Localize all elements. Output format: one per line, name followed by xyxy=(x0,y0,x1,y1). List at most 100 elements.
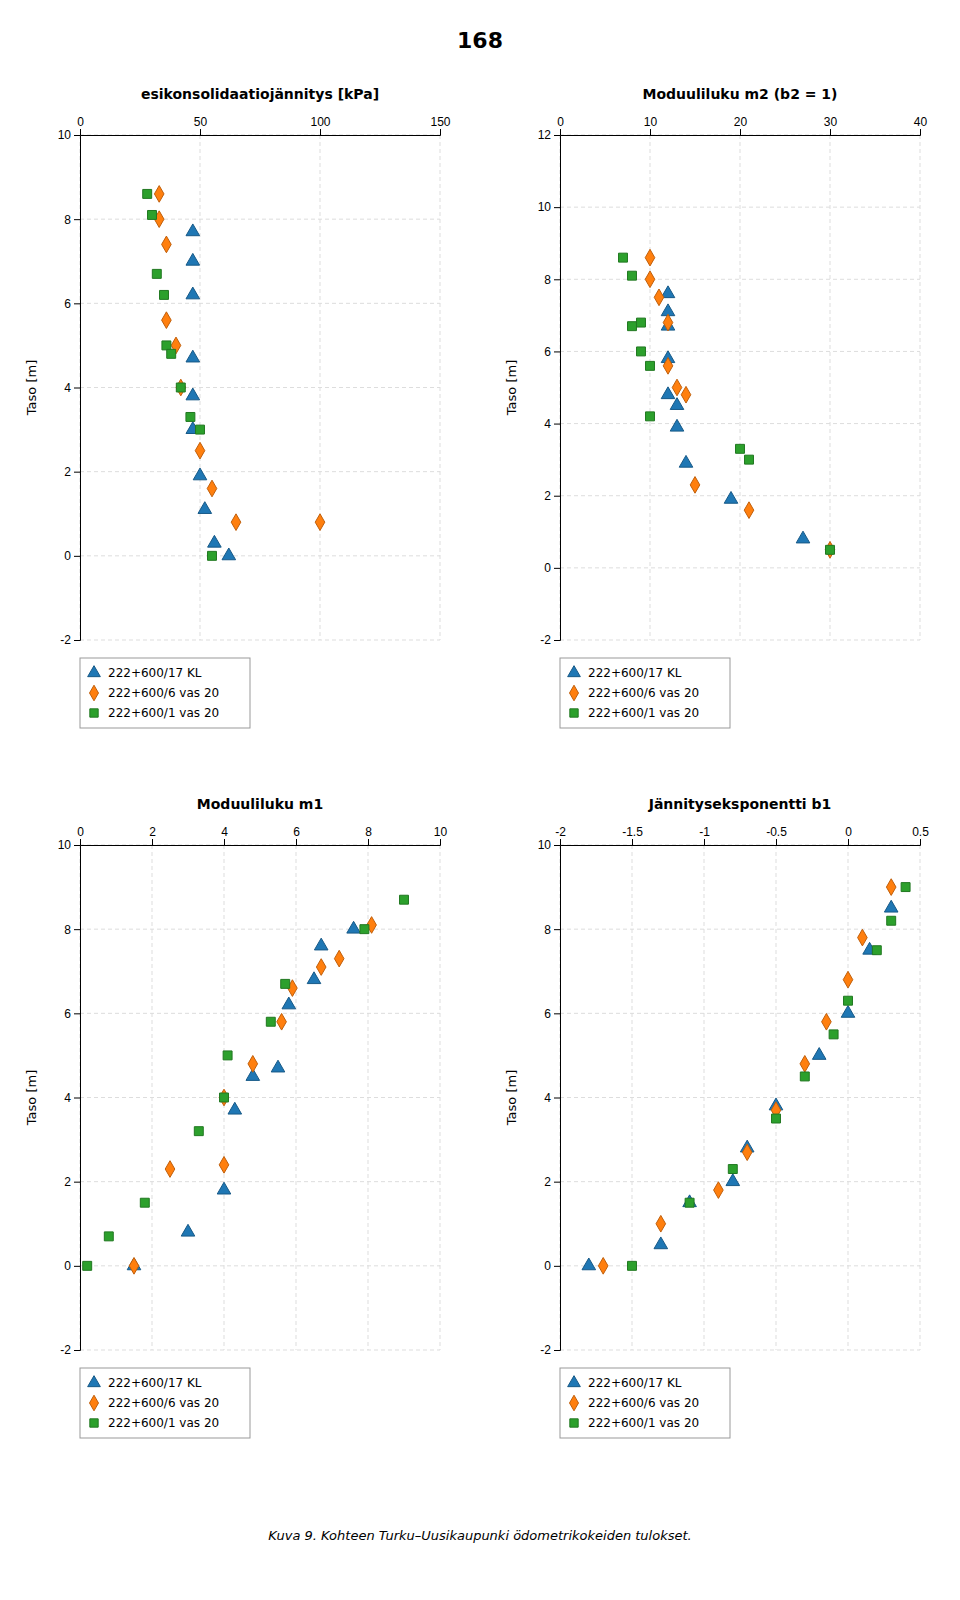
point xyxy=(186,388,200,400)
point xyxy=(726,1174,740,1186)
x-tick-mark xyxy=(440,129,441,135)
grid-line-y xyxy=(560,279,920,280)
point xyxy=(796,531,810,543)
y-tick-mark xyxy=(74,472,80,473)
series xyxy=(582,900,898,1269)
x-tick: 30 xyxy=(824,115,838,135)
grid-line-x xyxy=(740,135,741,640)
point xyxy=(901,883,910,892)
point xyxy=(663,358,673,375)
legend-label: 222+600/6 vas 20 xyxy=(588,686,699,700)
point xyxy=(670,419,684,431)
x-tick: -2 xyxy=(555,825,566,845)
y-tick: 6 xyxy=(544,345,560,359)
y-tick-mark xyxy=(74,929,80,930)
point xyxy=(714,1182,724,1199)
y-tick-mark xyxy=(554,1098,560,1099)
grid xyxy=(560,135,920,640)
y-tick-label: 4 xyxy=(64,381,71,395)
y-axis: -20246810 xyxy=(58,838,81,1357)
point xyxy=(152,269,161,278)
point xyxy=(162,312,172,329)
legend-label: 222+600/17 KL xyxy=(108,666,202,680)
y-axis-title: Taso [m] xyxy=(504,360,519,416)
y-tick: -2 xyxy=(60,1343,80,1357)
y-tick: 2 xyxy=(544,1175,560,1189)
series xyxy=(129,917,376,1275)
legend-label: 222+600/1 vas 20 xyxy=(588,1416,699,1430)
point xyxy=(670,398,684,410)
legend-label: 222+600/1 vas 20 xyxy=(108,1416,219,1430)
x-tick-mark xyxy=(920,839,921,845)
series xyxy=(186,224,236,560)
point xyxy=(800,1056,810,1073)
x-tick: 150 xyxy=(430,115,450,135)
y-tick-label: 6 xyxy=(64,1007,71,1021)
x-tick: 0 xyxy=(557,115,564,135)
y-tick: 8 xyxy=(64,923,80,937)
point xyxy=(248,1056,258,1073)
y-tick-mark xyxy=(74,556,80,557)
x-tick-label: 0 xyxy=(845,825,852,839)
legend-item: 222+600/6 vas 20 xyxy=(570,685,700,701)
x-tick: 10 xyxy=(434,825,448,845)
y-tick-label: 4 xyxy=(64,1091,71,1105)
x-tick-mark xyxy=(152,839,153,845)
y-tick-label: 4 xyxy=(544,417,551,431)
point xyxy=(162,236,172,253)
chart-title: Moduuliluku m1 xyxy=(197,796,323,812)
x-tick-mark xyxy=(848,839,849,845)
point xyxy=(207,480,217,497)
legend-item: 222+600/17 KL xyxy=(568,666,682,681)
y-tick-label: -2 xyxy=(540,633,551,647)
grid-line-y xyxy=(80,303,440,304)
y-tick-mark xyxy=(554,1266,560,1267)
y-tick-label: 12 xyxy=(538,128,552,142)
series xyxy=(619,253,835,554)
point xyxy=(619,253,628,262)
point xyxy=(663,314,673,331)
y-tick: 0 xyxy=(544,561,560,575)
y-tick: 4 xyxy=(544,417,560,431)
series xyxy=(83,895,409,1270)
point xyxy=(160,290,169,299)
x-tick-label: 2 xyxy=(149,825,156,839)
point xyxy=(656,1215,666,1232)
point xyxy=(314,938,328,950)
legend-label: 222+600/6 vas 20 xyxy=(108,686,219,700)
x-axis: 010203040 xyxy=(557,115,927,136)
point xyxy=(400,895,409,904)
x-tick-label: 40 xyxy=(914,115,928,129)
point xyxy=(646,412,655,421)
point xyxy=(176,379,186,396)
x-tick-mark xyxy=(704,839,705,845)
y-tick: 6 xyxy=(64,297,80,311)
y-tick-mark xyxy=(554,568,560,569)
x-tick-mark xyxy=(650,129,651,135)
grid-line-y xyxy=(80,640,440,641)
point xyxy=(654,1237,668,1249)
y-axis-line xyxy=(554,136,561,641)
point xyxy=(198,502,212,514)
legend-label: 222+600/1 vas 20 xyxy=(588,706,699,720)
grid xyxy=(80,845,440,1350)
x-axis-line xyxy=(561,129,921,136)
grid-line-y xyxy=(560,1350,920,1351)
grid-line-y xyxy=(560,207,920,208)
series xyxy=(154,186,324,531)
point xyxy=(360,925,369,934)
x-tick-mark xyxy=(320,129,321,135)
y-tick-label: 8 xyxy=(64,923,71,937)
grid xyxy=(560,845,920,1350)
x-tick-label: 50 xyxy=(194,115,208,129)
point xyxy=(690,477,700,494)
grid-line-y xyxy=(80,219,440,220)
point xyxy=(186,287,200,299)
x-tick-label: 10 xyxy=(644,115,658,129)
legend-symbol xyxy=(90,1395,99,1411)
y-tick: 8 xyxy=(544,923,560,937)
y-tick-label: 8 xyxy=(544,273,551,287)
y-axis: -20246810 xyxy=(538,838,561,1357)
y-tick-label: 2 xyxy=(64,1175,71,1189)
point xyxy=(654,289,664,306)
